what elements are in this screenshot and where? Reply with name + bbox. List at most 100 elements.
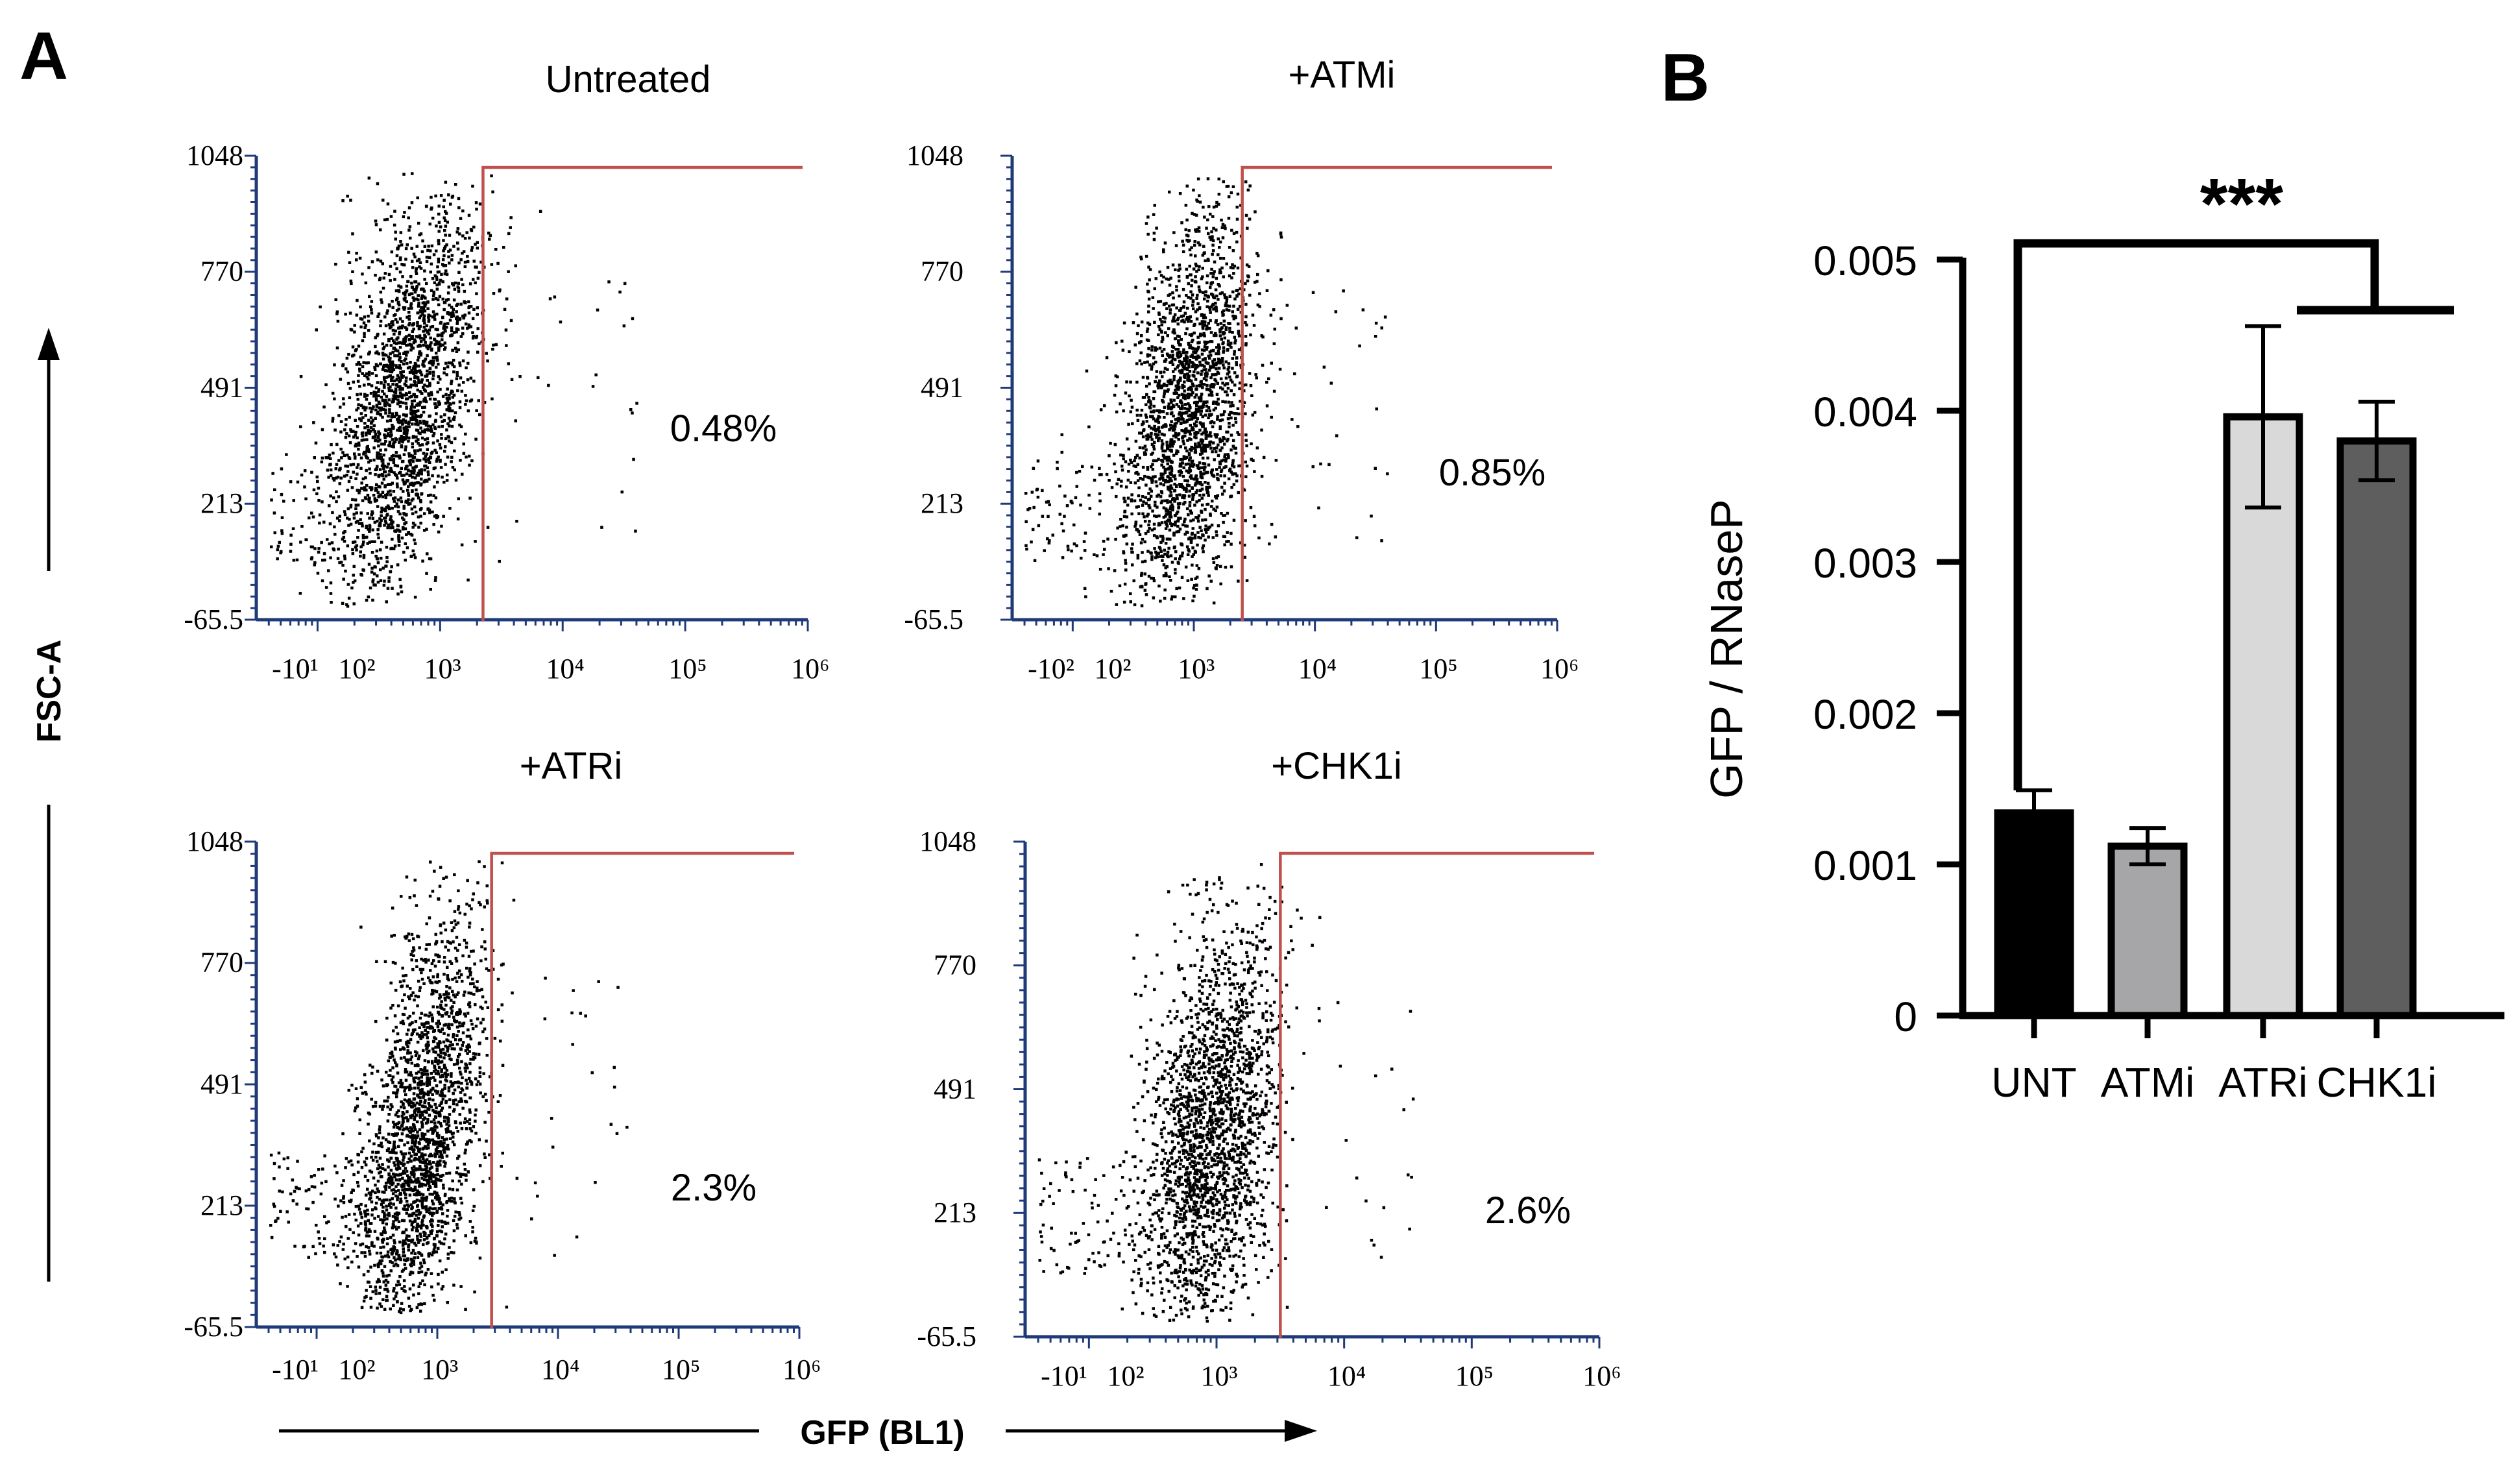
scatter-point <box>1218 466 1221 469</box>
scatter-point <box>1209 331 1213 334</box>
scatter-point <box>1244 433 1248 437</box>
scatter-point <box>463 289 466 293</box>
scatter-point <box>410 507 414 511</box>
scatter-point <box>375 394 378 398</box>
scatter-point <box>426 379 429 382</box>
scatter-point <box>1141 560 1145 564</box>
scatter-point <box>345 432 348 435</box>
scatter-point <box>1239 400 1242 403</box>
scatter-point <box>467 323 471 326</box>
scatter-point <box>1228 326 1231 330</box>
scatter-point <box>1169 579 1172 582</box>
scatter-point <box>412 327 415 331</box>
scatter-point <box>396 395 400 398</box>
scatter-point <box>1152 579 1156 583</box>
scatter-point <box>310 470 313 474</box>
scatter-point <box>352 541 355 544</box>
scatter-point <box>355 252 358 255</box>
scatter-point <box>1204 430 1207 433</box>
scatter-point <box>435 283 439 287</box>
scatter-point <box>1179 465 1183 468</box>
scatter-point <box>393 464 397 467</box>
scatter-point <box>1196 400 1199 404</box>
scatter-point <box>1196 341 1200 345</box>
scatter-point <box>457 1179 461 1183</box>
scatter-point <box>1177 419 1180 422</box>
scatter-point <box>1189 406 1192 409</box>
scatter-point <box>341 537 345 541</box>
scatter-point <box>359 554 362 558</box>
scatter-point <box>1176 380 1180 383</box>
scatter-point <box>1173 392 1176 395</box>
scatter-point <box>335 517 339 520</box>
scatter-point <box>1164 467 1168 471</box>
scatter-point <box>386 309 389 313</box>
scatter-point <box>1185 524 1189 528</box>
scatter-point <box>1167 459 1170 462</box>
scatter-point <box>1163 596 1167 600</box>
scatter-point <box>1218 240 1222 244</box>
scatter-point <box>1165 459 1169 462</box>
scatter-point <box>1327 463 1331 467</box>
scatter-point <box>1221 382 1224 385</box>
scatter-point <box>1155 535 1159 539</box>
scatter-point <box>324 586 328 589</box>
scatter-point <box>411 266 415 269</box>
scatter-point <box>1215 363 1218 367</box>
scatter-point <box>425 282 428 286</box>
scatter-point <box>448 402 452 406</box>
scatter-point <box>420 378 424 382</box>
scatter-point <box>444 264 448 267</box>
scatter-point <box>442 239 445 242</box>
scatter-point <box>436 265 439 269</box>
scatter-point <box>401 387 404 391</box>
scatter-point <box>447 255 450 259</box>
scatter-point <box>330 541 334 544</box>
scatter-point <box>442 367 446 371</box>
scatter-point <box>373 498 377 502</box>
scatter-point <box>1148 354 1152 357</box>
scatter-point <box>1199 476 1203 479</box>
scatter-point <box>1154 433 1157 436</box>
scatter-point <box>387 1132 391 1136</box>
scatter-point <box>437 362 440 366</box>
scatter-point <box>1140 257 1143 261</box>
scatter-point <box>447 409 451 412</box>
scatter-point <box>365 393 369 397</box>
scatter-point <box>1155 553 1159 556</box>
scatter-point <box>419 340 423 343</box>
scatter-point <box>409 412 413 415</box>
scatter-point <box>1207 416 1210 420</box>
scatter-point <box>327 476 330 479</box>
scatter-point <box>437 303 441 306</box>
scatter-point <box>422 410 426 414</box>
scatter-point <box>1262 456 1266 459</box>
scatter-point <box>420 297 424 300</box>
scatter-point <box>458 400 462 404</box>
scatter-point <box>437 347 441 350</box>
scatter-point <box>1231 472 1234 476</box>
scatter-point <box>1201 456 1205 460</box>
scatter-point <box>407 531 410 534</box>
scatter-point <box>427 958 430 962</box>
scatter-point <box>427 428 430 432</box>
scatter-point <box>329 457 332 460</box>
scatter-point <box>1170 595 1174 598</box>
scatter-point <box>374 345 377 348</box>
scatter-point <box>1194 443 1197 447</box>
scatter-point <box>411 454 415 458</box>
scatter-point <box>382 347 385 350</box>
scatter-point <box>435 312 439 316</box>
scatter-point <box>389 352 392 356</box>
scatter-point <box>1237 433 1241 436</box>
scatter-point <box>1150 438 1154 441</box>
scatter-point <box>376 533 380 536</box>
scatter-point <box>296 480 300 484</box>
scatter-point <box>1222 413 1225 417</box>
scatter-point <box>396 524 400 528</box>
scatter-point <box>405 1200 409 1203</box>
scatter-point <box>452 1016 455 1019</box>
scatter-point <box>1155 375 1158 379</box>
scatter-point <box>1222 346 1226 349</box>
scatter-point <box>1194 262 1198 266</box>
